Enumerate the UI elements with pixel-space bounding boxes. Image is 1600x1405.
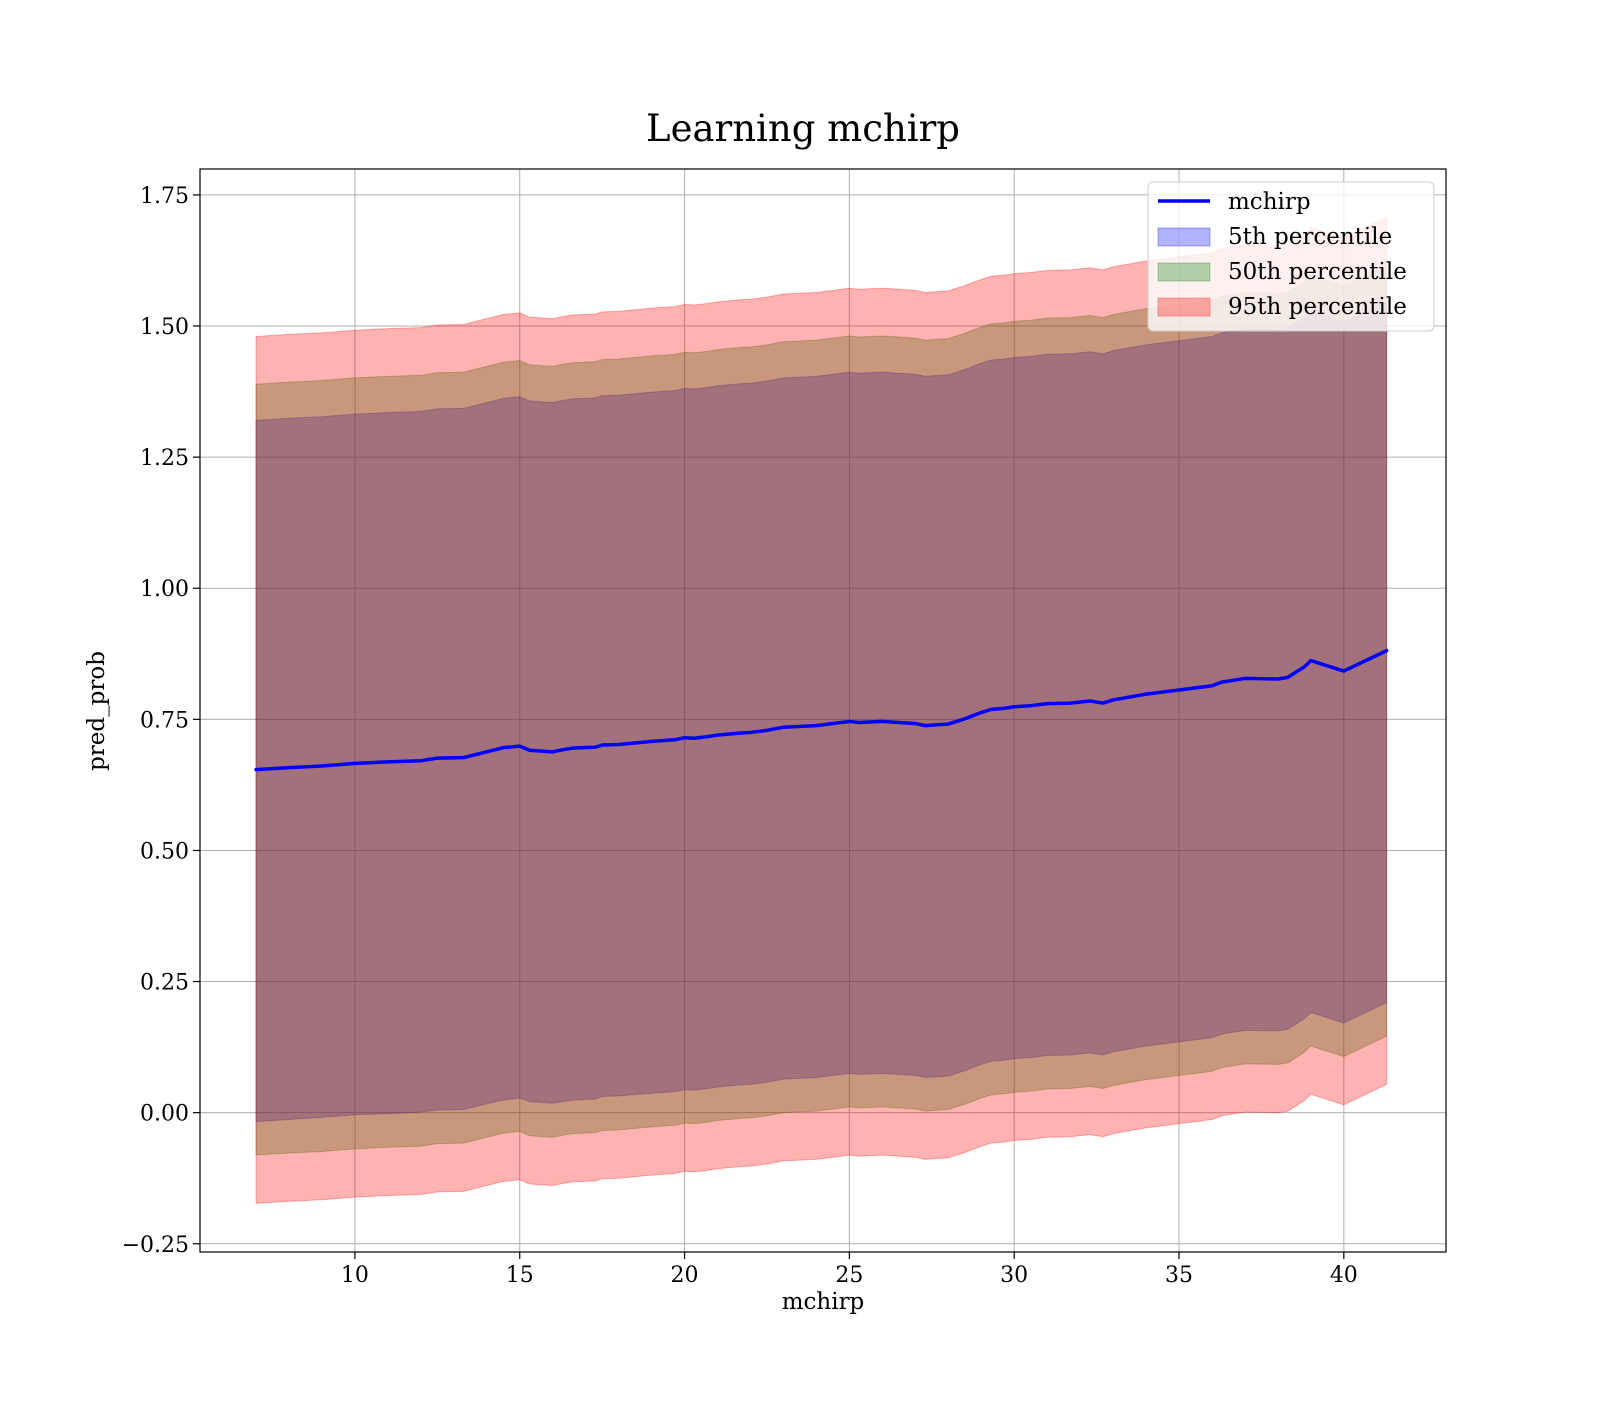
x-tick-label: 20: [671, 1263, 699, 1288]
y-tick-label: 1.25: [140, 446, 189, 471]
band-95th-percentile: [255, 216, 1388, 1204]
x-tick-label: 40: [1330, 1263, 1358, 1288]
legend-frame: [1147, 181, 1435, 332]
y-tick-label: 1.50: [140, 315, 189, 340]
legend-swatch-5th: [1157, 227, 1211, 247]
legend-label-95th: 95th percentile: [1228, 294, 1407, 320]
band-5th-percentile: [255, 300, 1388, 1123]
y-tick-label: 0.75: [140, 708, 189, 733]
x-tick-label: 35: [1165, 1263, 1193, 1288]
x-axis-label: mchirp: [782, 1289, 865, 1315]
y-tick-label: 0.00: [140, 1102, 189, 1127]
y-tick-label: 0.25: [140, 971, 189, 996]
plot-background: [200, 169, 1446, 1252]
y-axis-label: pred_prob: [84, 651, 110, 771]
series-line-mchirp: [254, 648, 1389, 772]
legend-swatch-95th: [1157, 297, 1211, 317]
plot-frame: [199, 168, 1447, 1253]
legend-label-50th: 50th percentile: [1228, 259, 1407, 285]
percentile-bands: [255, 216, 1388, 1204]
x-tick-label: 30: [1000, 1263, 1028, 1288]
legend-label-5th: 5th percentile: [1228, 224, 1392, 250]
legend-label-mchirp: mchirp: [1228, 189, 1311, 215]
y-tick-label: 1.75: [140, 184, 189, 209]
band-50th-percentile: [255, 264, 1388, 1156]
y-tick-label: 0.50: [140, 839, 189, 864]
x-tick-label: 10: [341, 1263, 369, 1288]
chart-title: Learning mchirp: [646, 107, 960, 150]
legend: mchirp 5th percentile 50th percentile 95…: [1147, 181, 1435, 332]
y-tick-label: 1.00: [140, 577, 189, 602]
axis-ticks: 10 15 20 25 30 35 40 −0.25 0.00 0.25 0.50 0.75 1.00 1…: [122, 184, 1358, 1288]
series-lines: [254, 648, 1389, 772]
y-tick-label: −0.25: [122, 1233, 189, 1258]
x-tick-label: 25: [835, 1263, 863, 1288]
legend-swatch-50th: [1157, 262, 1211, 282]
x-tick-label: 15: [506, 1263, 534, 1288]
